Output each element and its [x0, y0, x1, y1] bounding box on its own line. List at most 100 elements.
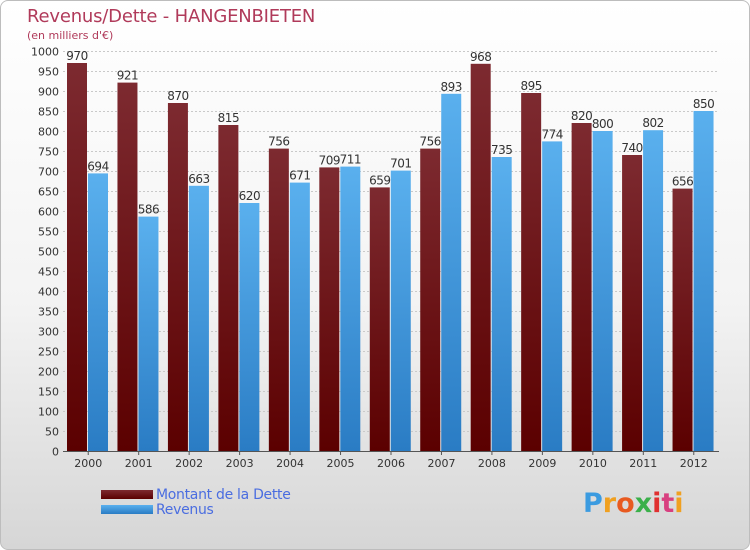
- bar-dette-2005: [319, 167, 340, 451]
- proxiti-logo: Proxiti: [583, 488, 684, 519]
- y-tick-label: 500: [38, 246, 59, 259]
- data-label-dette: 740: [621, 141, 642, 155]
- bar-revenus-2011: [643, 130, 664, 451]
- x-tick-label: 2002: [175, 457, 203, 470]
- bar-revenus-2004: [289, 182, 310, 451]
- y-axis-ticks: 0 50 100 150 200 250 300 350 400 450 500 550 600 650 7…: [31, 46, 59, 459]
- bar-revenus-2003: [239, 203, 260, 451]
- logo-letter: t: [661, 488, 675, 519]
- data-label-dette: 709: [319, 153, 340, 167]
- data-label-revenus: 735: [491, 143, 512, 157]
- bar-revenus-2007: [441, 93, 462, 452]
- data-label-dette: 970: [66, 49, 87, 63]
- data-label-dette: 820: [571, 109, 592, 123]
- chart-title: Revenus/Dette - HANGENBIETEN: [27, 6, 316, 27]
- bar-dette-2011: [622, 155, 643, 451]
- y-tick-label: 850: [38, 106, 59, 119]
- y-tick-label: 350: [38, 306, 59, 319]
- y-tick-label: 450: [38, 266, 59, 279]
- data-label-revenus: 850: [693, 97, 714, 111]
- x-axis-ticks: 2000 2001 2002 2003 2004 2005 2006 2007 2008 2009…: [74, 451, 708, 470]
- x-tick-label: 2006: [377, 457, 405, 470]
- data-label-revenus: 774: [541, 127, 562, 141]
- x-tick-label: 2011: [629, 457, 657, 470]
- data-label-revenus: 586: [138, 203, 159, 217]
- bar-dette-2010: [571, 123, 592, 451]
- x-tick-label: 2007: [427, 457, 455, 470]
- data-label-dette: 968: [470, 50, 491, 64]
- x-tick-label: 2012: [680, 457, 708, 470]
- y-tick-label: 600: [38, 206, 59, 219]
- data-label-revenus: 694: [87, 159, 108, 173]
- y-tick-label: 150: [38, 386, 59, 399]
- data-label-dette: 815: [218, 111, 239, 125]
- data-label-revenus: 663: [188, 172, 209, 186]
- legend-label-revenus: Revenus: [156, 501, 214, 518]
- x-tick-label: 2009: [528, 457, 556, 470]
- logo-letter: x: [634, 488, 653, 519]
- bar-dette-2006: [369, 187, 390, 451]
- bar-dette-2002: [167, 103, 188, 451]
- y-tick-label: 300: [38, 326, 59, 339]
- y-tick-label: 550: [38, 226, 59, 239]
- bar-dette-2009: [521, 93, 542, 451]
- y-tick-label: 1000: [31, 46, 59, 59]
- data-label-dette: 870: [167, 89, 188, 103]
- logo-letter: i: [652, 488, 662, 519]
- x-tick-label: 2004: [276, 457, 304, 470]
- y-tick-label: 50: [45, 426, 59, 439]
- bar-revenus-2002: [188, 185, 209, 452]
- chart-subtitle: (en milliers d'€): [27, 29, 114, 42]
- data-label-revenus: 620: [239, 189, 260, 203]
- logo-letter: P: [583, 488, 603, 519]
- legend: Montant de la Dette Revenus: [101, 487, 291, 518]
- y-tick-label: 650: [38, 186, 59, 199]
- bar-revenus-2012: [693, 111, 714, 451]
- y-tick-label: 200: [38, 366, 59, 379]
- y-tick-label: 750: [38, 146, 59, 159]
- bar-dette-2004: [268, 148, 289, 451]
- bars: [67, 63, 714, 452]
- legend-item-revenus: Revenus: [101, 501, 291, 518]
- y-tick-label: 100: [38, 406, 59, 419]
- y-tick-label: 700: [38, 166, 59, 179]
- logo-letter: o: [616, 488, 635, 519]
- bar-dette-2007: [420, 148, 441, 451]
- logo-letter: r: [602, 488, 617, 519]
- y-tick-label: 400: [38, 286, 59, 299]
- bar-revenus-2010: [592, 131, 613, 451]
- data-label-dette: 756: [268, 135, 289, 149]
- legend-item-dette: Montant de la Dette: [101, 487, 291, 503]
- logo-letter: i: [674, 488, 684, 519]
- y-tick-label: 250: [38, 346, 59, 359]
- data-label-dette: 656: [672, 175, 693, 189]
- x-tick-label: 2003: [226, 457, 254, 470]
- data-label-revenus: 802: [642, 116, 663, 130]
- y-tick-label: 900: [38, 86, 59, 99]
- bar-revenus-2006: [390, 170, 411, 451]
- data-label-revenus: 800: [592, 117, 613, 131]
- bar-revenus-2005: [340, 166, 361, 451]
- x-tick-label: 2005: [327, 457, 355, 470]
- y-tick-label: 0: [52, 446, 59, 459]
- data-label-dette: 921: [117, 69, 138, 83]
- x-tick-label: 2008: [478, 457, 506, 470]
- bar-dette-2008: [470, 63, 491, 452]
- data-label-revenus: 711: [340, 153, 361, 167]
- bar-dette-2000: [67, 63, 87, 451]
- bar-revenus-2008: [491, 157, 512, 451]
- y-tick-label: 950: [38, 66, 59, 79]
- x-tick-label: 2001: [125, 457, 153, 470]
- legend-swatch-revenus: [101, 505, 153, 514]
- legend-swatch-dette: [101, 490, 153, 499]
- data-label-revenus: 701: [390, 157, 411, 171]
- bar-dette-2003: [218, 125, 239, 451]
- x-tick-label: 2000: [74, 457, 102, 470]
- y-tick-label: 800: [38, 126, 59, 139]
- bar-revenus-2001: [138, 216, 159, 451]
- data-label-dette: 659: [369, 173, 390, 187]
- data-label-dette: 756: [420, 135, 441, 149]
